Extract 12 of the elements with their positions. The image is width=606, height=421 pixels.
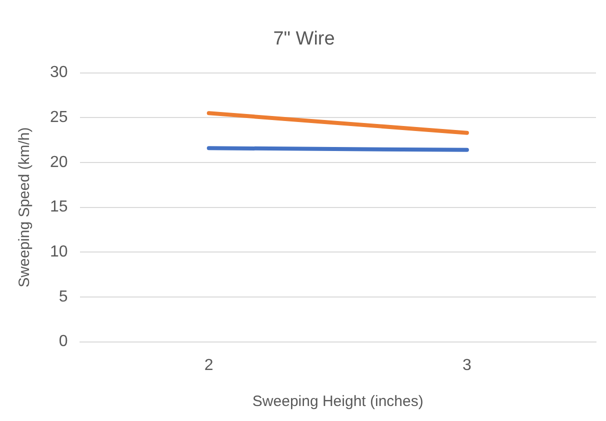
y-axis-title: Sweeping Speed (km/h)	[16, 127, 34, 288]
y-tick-label: 5	[58, 288, 68, 306]
y-tick-label: 15	[50, 198, 68, 216]
x-axis-title: Sweeping Height (inches)	[252, 393, 424, 410]
y-tick-label: 20	[50, 154, 68, 171]
y-tick-label: 10	[50, 244, 68, 261]
x-tick-label: 3	[462, 356, 472, 374]
y-tick-label: 25	[50, 109, 68, 126]
x-tick-label: 2	[204, 356, 214, 374]
y-tick-label: 0	[58, 333, 68, 350]
chart-title: 7" Wire	[273, 28, 335, 50]
y-tick-label: 30	[50, 64, 68, 82]
